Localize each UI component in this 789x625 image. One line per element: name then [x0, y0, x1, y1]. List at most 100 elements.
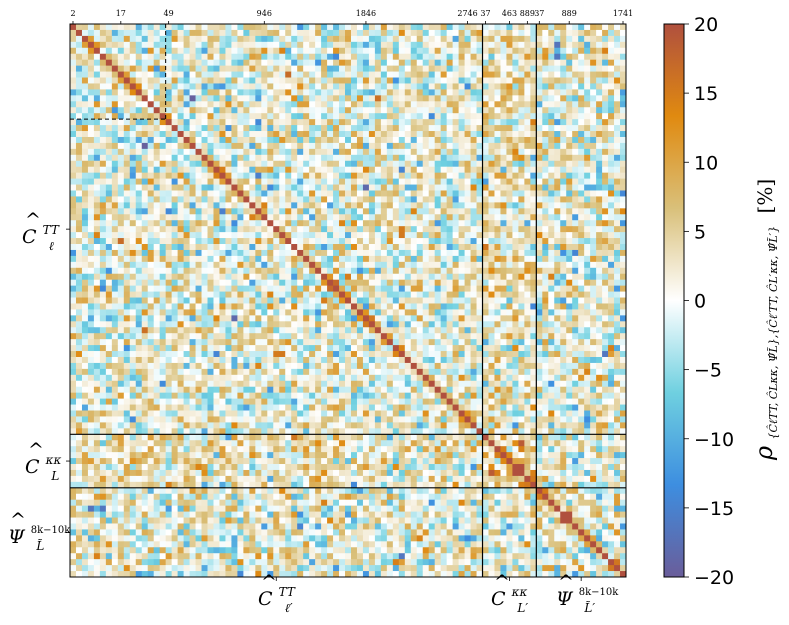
heatmap-cell [386, 41, 394, 49]
heatmap-cell [500, 238, 507, 245]
heatmap-cell [386, 142, 394, 150]
heatmap-cell [207, 196, 214, 203]
heatmap-cell [482, 95, 489, 102]
heatmap-cell [596, 172, 603, 180]
heatmap-cell [572, 83, 579, 90]
heatmap-cell [291, 71, 298, 78]
heatmap-cell [273, 71, 280, 78]
heatmap-cell [560, 190, 567, 197]
heatmap-cell [141, 297, 149, 304]
heatmap-cell [536, 160, 543, 168]
heatmap-cell [333, 249, 340, 257]
heatmap-cell [590, 249, 597, 257]
heatmap-cell [321, 261, 328, 269]
heatmap-cell [500, 172, 507, 180]
heatmap-cell [554, 142, 561, 150]
heatmap-cell [171, 190, 179, 197]
heatmap-cell [273, 220, 280, 227]
heatmap-cell [273, 83, 280, 90]
heatmap-cell [464, 202, 471, 209]
heatmap-cell [129, 77, 137, 84]
heatmap-cell [321, 214, 328, 221]
heatmap-cell [518, 142, 525, 150]
heatmap-cell [243, 249, 250, 257]
heatmap-cell [530, 315, 537, 322]
heatmap-cell [255, 125, 262, 132]
heatmap-cell [255, 154, 262, 162]
heatmap-cell [303, 24, 310, 31]
heatmap-cell [219, 327, 226, 334]
heatmap-cell [506, 226, 513, 233]
heatmap-cell [566, 196, 573, 203]
heatmap-cell [488, 77, 495, 84]
heatmap-cell [279, 172, 286, 180]
heatmap-cell [476, 35, 483, 43]
heatmap-cell [195, 333, 202, 340]
heatmap-cell [177, 297, 184, 304]
heatmap-cell [249, 309, 256, 316]
heatmap-cell [620, 172, 627, 180]
heatmap-cell [524, 238, 531, 245]
heatmap-cell [141, 136, 149, 144]
heatmap-cell [189, 89, 196, 96]
heatmap-cell [350, 190, 358, 197]
heatmap-cell [446, 321, 454, 328]
heatmap-cell [488, 160, 495, 168]
heatmap-cell [135, 166, 143, 174]
heatmap-cell [536, 107, 543, 114]
heatmap-cell [542, 208, 549, 215]
heatmap-cell [614, 315, 621, 322]
heatmap-cell [596, 154, 603, 162]
heatmap-cell [189, 255, 196, 263]
heatmap-cell [530, 327, 537, 334]
heatmap-cell [225, 244, 232, 251]
heatmap-cell [225, 309, 232, 316]
heatmap-cell [165, 196, 173, 203]
heatmap-cell [608, 238, 615, 245]
heatmap-cell [327, 125, 334, 132]
heatmap-cell [410, 35, 418, 43]
heatmap-cell [291, 148, 298, 156]
heatmap-cell [524, 232, 531, 239]
heatmap-cell [452, 101, 459, 108]
heatmap-cell [620, 309, 627, 316]
heatmap-cell [171, 309, 179, 316]
heatmap-cell [243, 261, 250, 269]
heatmap-cell [578, 297, 585, 304]
heatmap-cell [536, 59, 543, 67]
heatmap-cell [237, 184, 244, 191]
heatmap-cell [422, 83, 430, 90]
heatmap-cell [500, 255, 507, 263]
heatmap-cell [207, 83, 214, 90]
heatmap-cell [446, 71, 454, 78]
heatmap-cell [273, 321, 280, 328]
heatmap-cell [470, 160, 477, 168]
heatmap-cell [123, 148, 131, 156]
heatmap-cell [362, 89, 370, 96]
heatmap-cell [81, 196, 89, 203]
heatmap-cell [404, 315, 412, 322]
heatmap-cell [291, 59, 298, 67]
heatmap-cell [195, 309, 202, 316]
heatmap-cell [111, 315, 119, 322]
heatmap-cell [303, 95, 310, 102]
heatmap-cell [117, 71, 125, 78]
heatmap-cell [566, 190, 573, 197]
heatmap-cell [219, 303, 226, 310]
heatmap-cell [273, 41, 280, 49]
heatmap-cell [255, 178, 262, 185]
heatmap-cell [356, 244, 364, 251]
heatmap-cell [410, 142, 418, 150]
heatmap-cell [201, 95, 208, 102]
heatmap-cell [446, 226, 454, 233]
heatmap-cell [470, 41, 477, 49]
heatmap-cell [386, 65, 394, 72]
heatmap-cell [81, 148, 89, 156]
heatmap-cell [123, 315, 131, 322]
heatmap-cell [87, 309, 95, 316]
heatmap-cell [566, 309, 573, 316]
heatmap-cell [147, 101, 155, 108]
heatmap-cell [321, 95, 328, 102]
heatmap-cell [93, 226, 101, 233]
heatmap-cell [141, 303, 149, 310]
